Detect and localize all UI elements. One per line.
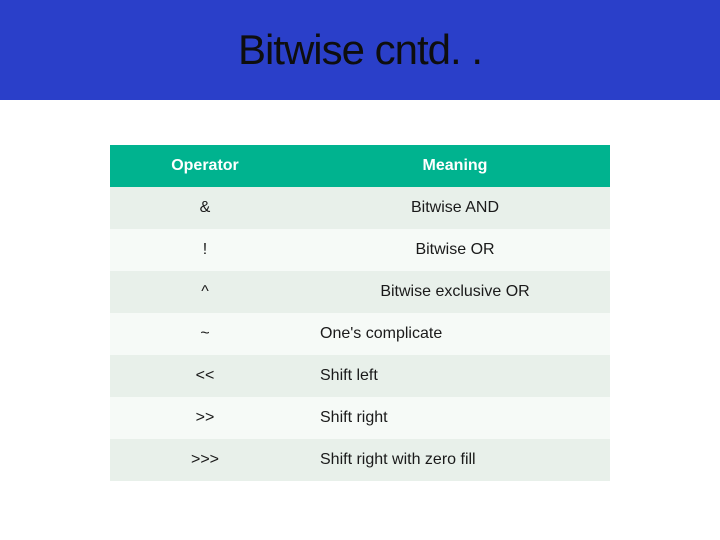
slide-title: Bitwise cntd. . (238, 26, 482, 74)
operator-cell: ^ (110, 271, 300, 313)
col-meaning-header: Meaning (300, 145, 610, 187)
meaning-cell: One's complicate (300, 313, 610, 355)
meaning-cell: Bitwise exclusive OR (300, 271, 610, 313)
table-container: Operator Meaning & Bitwise AND ! Bitwise… (0, 100, 720, 481)
meaning-cell: Shift right with zero fill (300, 439, 610, 481)
operator-cell: << (110, 355, 300, 397)
title-band: Bitwise cntd. . (0, 0, 720, 100)
operator-cell: & (110, 187, 300, 229)
table-row: & Bitwise AND (110, 187, 610, 229)
table-row: >>> Shift right with zero fill (110, 439, 610, 481)
meaning-cell: Shift left (300, 355, 610, 397)
meaning-cell: Bitwise AND (300, 187, 610, 229)
table-row: ~ One's complicate (110, 313, 610, 355)
operator-cell: >>> (110, 439, 300, 481)
table-row: ^ Bitwise exclusive OR (110, 271, 610, 313)
table-body: & Bitwise AND ! Bitwise OR ^ Bitwise exc… (110, 187, 610, 481)
operator-cell: ! (110, 229, 300, 271)
table-row: ! Bitwise OR (110, 229, 610, 271)
col-operator-header: Operator (110, 145, 300, 187)
table-header-row: Operator Meaning (110, 145, 610, 187)
meaning-cell: Shift right (300, 397, 610, 439)
table-row: << Shift left (110, 355, 610, 397)
operator-cell: >> (110, 397, 300, 439)
operator-cell: ~ (110, 313, 300, 355)
meaning-cell: Bitwise OR (300, 229, 610, 271)
table-row: >> Shift right (110, 397, 610, 439)
bitwise-table: Operator Meaning & Bitwise AND ! Bitwise… (110, 145, 610, 481)
